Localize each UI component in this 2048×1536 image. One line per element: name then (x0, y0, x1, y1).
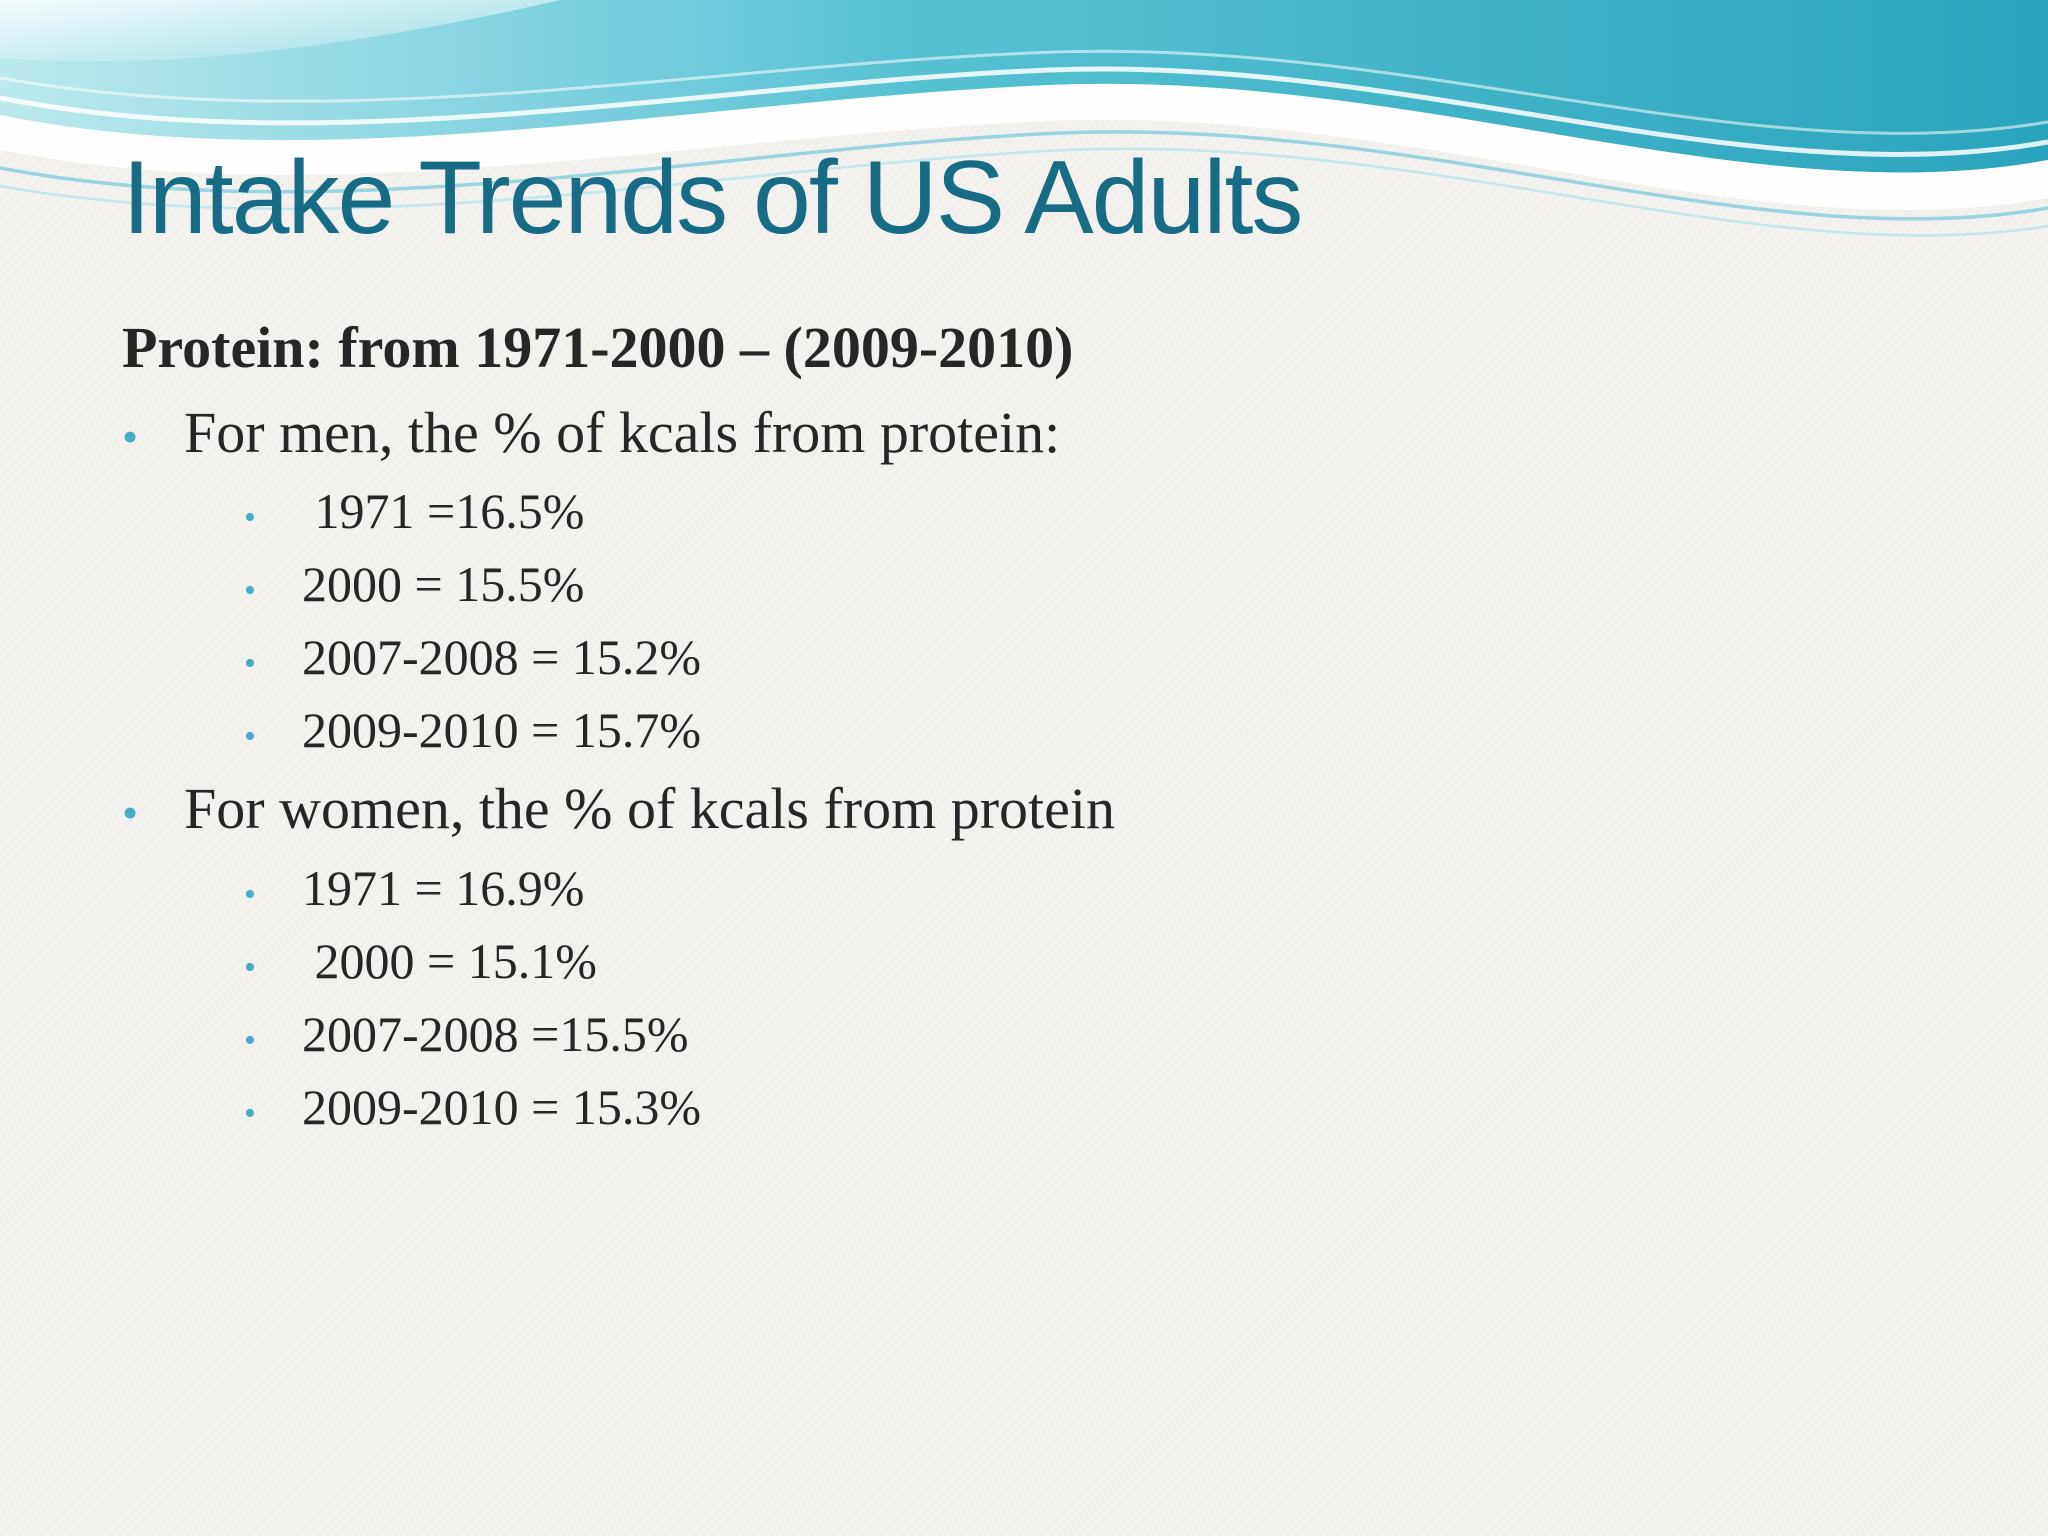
bullet-icon (122, 395, 184, 470)
sub-bullet-men-2000: 2000 = 15.5% (244, 552, 1968, 616)
wave-line-white-2 (0, 49, 2048, 135)
data-point: 2009-2010 = 15.7% (302, 702, 701, 759)
decorative-wave-header (0, 0, 2048, 237)
wave-line-teal-1 (0, 130, 2048, 221)
bullet-icon (244, 856, 302, 920)
data-point: 2009-2010 = 15.3% (302, 1078, 701, 1135)
sub-bullet-women-2009-2010: 2009-2010 = 15.3% (244, 1075, 1968, 1139)
sub-bullet-men-1971: 1971 =16.5% (244, 479, 1968, 543)
bullet-icon (244, 479, 302, 543)
slide-content: Intake Trends of US Adults Protein: from… (0, 140, 2048, 1148)
sub-bullet-women-2000: 2000 = 15.1% (244, 929, 1968, 993)
sub-bullet-men-2009-2010: 2009-2010 = 15.7% (244, 698, 1968, 762)
wave-line-white-1 (0, 66, 2048, 157)
bullet-item-women: For women, the % of kcals from protein (122, 771, 1968, 846)
wave-highlight-wedge (0, 0, 560, 62)
bullet-icon (122, 771, 184, 846)
protein-heading: Protein: from 1971-2000 – (2009-2010) (122, 315, 1074, 381)
data-point: 2000 = 15.1% (302, 932, 597, 989)
bullet-icon (244, 1002, 302, 1066)
sub-bullet-women-2007-2008: 2007-2008 =15.5% (244, 1002, 1968, 1066)
bullet-icon (244, 625, 302, 689)
data-point: 2007-2008 = 15.2% (302, 629, 701, 686)
sub-bullet-women-1971: 1971 = 16.9% (244, 856, 1968, 920)
bullet-icon (244, 929, 302, 993)
bullet-icon (244, 1075, 302, 1139)
data-point: 1971 = 16.9% (302, 859, 585, 916)
data-point: 1971 =16.5% (302, 483, 585, 540)
bullet-icon (244, 698, 302, 762)
bullet-men-label: For men, the % of kcals from protein: (184, 399, 1061, 465)
data-point: 2000 = 15.5% (302, 556, 585, 613)
slide-title: Intake Trends of US Adults (122, 140, 1303, 256)
wave-band (0, 0, 2048, 173)
bullet-item-men: For men, the % of kcals from protein: (122, 395, 1968, 470)
bullet-icon (244, 552, 302, 616)
wave-white-swoosh (0, 83, 2048, 211)
data-point: 2007-2008 =15.5% (302, 1005, 689, 1062)
bullet-women-label: For women, the % of kcals from protein (184, 776, 1116, 842)
wave-line-teal-2 (0, 147, 2048, 237)
sub-bullet-men-2007-2008: 2007-2008 = 15.2% (244, 625, 1968, 689)
